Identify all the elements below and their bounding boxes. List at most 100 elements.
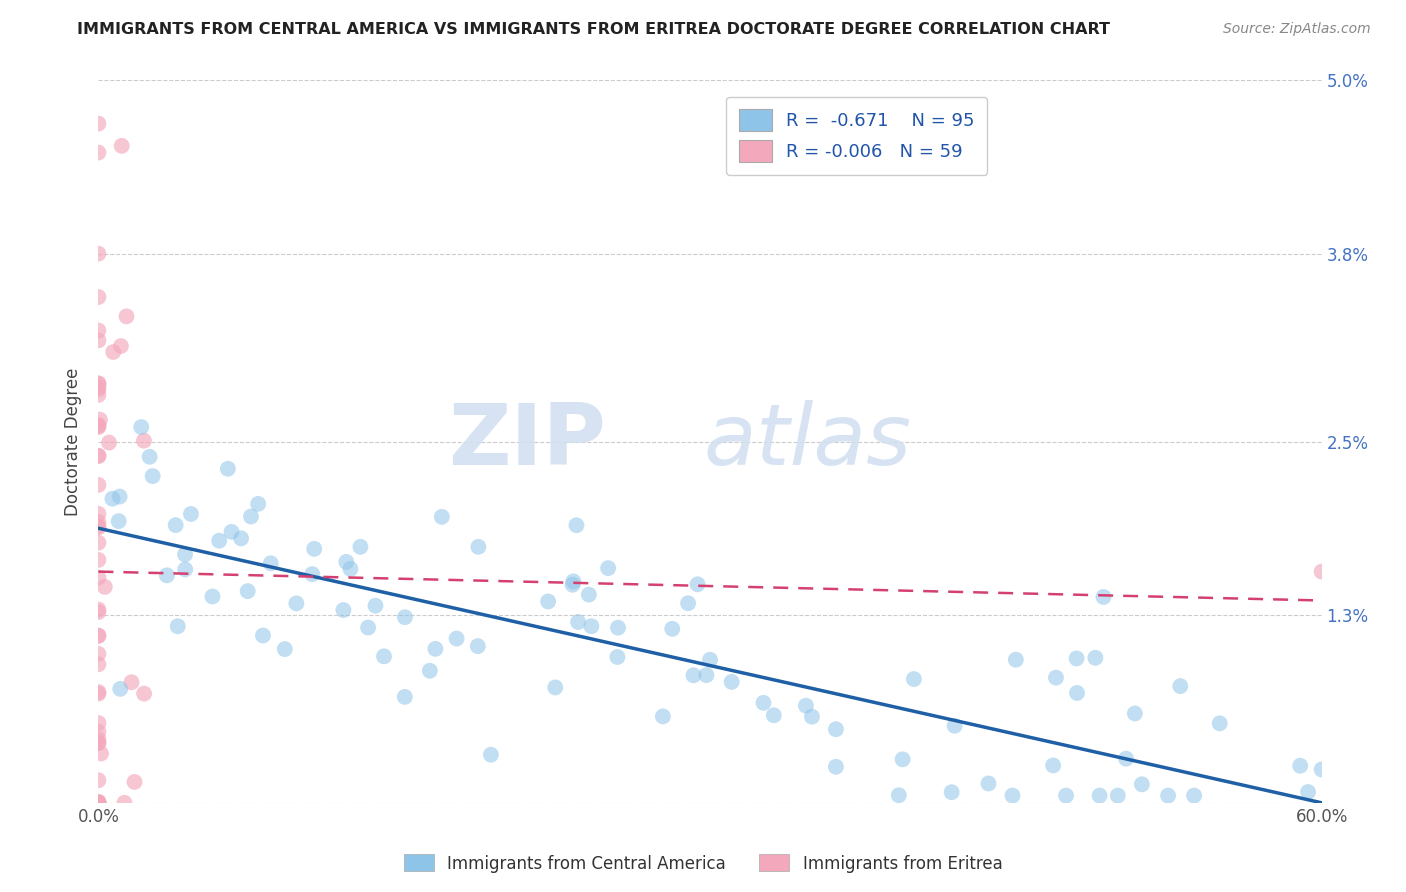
Immigrants from Central America [581,619,603,633]
Immigrants from Central America [1001,789,1024,803]
Immigrants from Central America [607,621,630,635]
Immigrants from Central America [364,599,387,613]
Immigrants from Central America [166,619,188,633]
Immigrants from Central America [108,490,131,504]
Immigrants from Central America [180,507,202,521]
Immigrants from Central America [1042,758,1064,772]
Immigrants from Eritrea [87,571,110,585]
Immigrants from Central America [208,533,231,548]
Immigrants from Central America [825,760,848,774]
Immigrants from Eritrea [87,535,110,549]
Immigrants from Central America [1209,716,1232,731]
Immigrants from Central America [430,509,453,524]
Immigrants from Eritrea [98,435,121,450]
Immigrants from Central America [373,649,395,664]
Immigrants from Central America [247,497,270,511]
Immigrants from Eritrea [87,796,110,810]
Immigrants from Central America [285,596,308,610]
Immigrants from Central America [1168,679,1191,693]
Immigrants from Central America [762,708,785,723]
Immigrants from Central America [1296,785,1319,799]
Immigrants from Eritrea [87,687,110,701]
Immigrants from Central America [1123,706,1146,721]
Immigrants from Central America [598,561,620,575]
Immigrants from Eritrea [87,376,110,391]
Immigrants from Central America [565,518,588,533]
Immigrants from Eritrea [115,310,138,324]
Immigrants from Central America [274,642,297,657]
Immigrants from Eritrea [87,736,110,750]
Text: ZIP: ZIP [449,400,606,483]
Immigrants from Central America [1088,789,1111,803]
Immigrants from Central America [252,628,274,642]
Immigrants from Central America [682,668,704,682]
Immigrants from Central America [794,698,817,713]
Immigrants from Central America [110,681,132,696]
Immigrants from Eritrea [87,417,110,432]
Immigrants from Eritrea [94,580,117,594]
Immigrants from Eritrea [87,388,110,402]
Immigrants from Central America [1157,789,1180,803]
Immigrants from Central America [661,622,683,636]
Immigrants from Eritrea [87,420,110,434]
Immigrants from Eritrea [87,418,110,433]
Immigrants from Central America [425,641,447,656]
Immigrants from Central America [1310,763,1333,777]
Text: Source: ZipAtlas.com: Source: ZipAtlas.com [1223,22,1371,37]
Immigrants from Central America [1045,671,1067,685]
Immigrants from Central America [801,709,824,723]
Immigrants from Eritrea [103,345,125,359]
Legend: Immigrants from Central America, Immigrants from Eritrea: Immigrants from Central America, Immigra… [396,847,1010,880]
Immigrants from Eritrea [87,716,110,731]
Immigrants from Eritrea [87,735,110,749]
Immigrants from Central America [229,532,252,546]
Immigrants from Central America [903,672,925,686]
Immigrants from Central America [1066,686,1088,700]
Immigrants from Eritrea [121,675,143,690]
Immigrants from Central America [606,650,628,665]
Immigrants from Central America [260,557,283,571]
Immigrants from Eritrea [110,339,132,353]
Immigrants from Central America [394,690,416,704]
Immigrants from Central America [941,785,963,799]
Immigrants from Central America [446,632,468,646]
Immigrants from Eritrea [87,380,110,394]
Immigrants from Eritrea [87,657,110,672]
Immigrants from Central America [332,603,354,617]
Immigrants from Eritrea [87,290,110,304]
Immigrants from Central America [201,590,224,604]
Immigrants from Eritrea [132,434,155,448]
Immigrants from Eritrea [87,629,110,643]
Immigrants from Eritrea [87,324,110,338]
Immigrants from Eritrea [87,478,110,492]
Immigrants from Eritrea [87,731,110,746]
Immigrants from Eritrea [87,724,110,739]
Immigrants from Central America [1182,789,1205,803]
Immigrants from Central America [562,574,585,589]
Immigrants from Central America [467,639,489,653]
Immigrants from Central America [479,747,502,762]
Immigrants from Eritrea [87,796,110,810]
Immigrants from Central America [567,615,589,629]
Text: atlas: atlas [704,400,912,483]
Immigrants from Central America [686,577,709,591]
Immigrants from Central America [1066,651,1088,665]
Immigrants from Eritrea [87,796,110,810]
Immigrants from Central America [129,420,152,434]
Immigrants from Eritrea [90,747,112,761]
Immigrants from Eritrea [87,145,110,160]
Immigrants from Central America [138,450,160,464]
Immigrants from Central America [752,696,775,710]
Text: IMMIGRANTS FROM CENTRAL AMERICA VS IMMIGRANTS FROM ERITREA DOCTORATE DEGREE CORR: IMMIGRANTS FROM CENTRAL AMERICA VS IMMIG… [77,22,1111,37]
Immigrants from Eritrea [87,449,110,463]
Immigrants from Eritrea [87,376,110,391]
Immigrants from Central America [695,668,717,682]
Immigrants from Eritrea [87,795,110,809]
Immigrants from Eritrea [87,553,110,567]
Immigrants from Central America [943,719,966,733]
Immigrants from Central America [335,555,357,569]
Immigrants from Eritrea [87,117,110,131]
Immigrants from Central America [1004,653,1026,667]
Immigrants from Central America [301,567,323,582]
Immigrants from Central America [394,610,416,624]
